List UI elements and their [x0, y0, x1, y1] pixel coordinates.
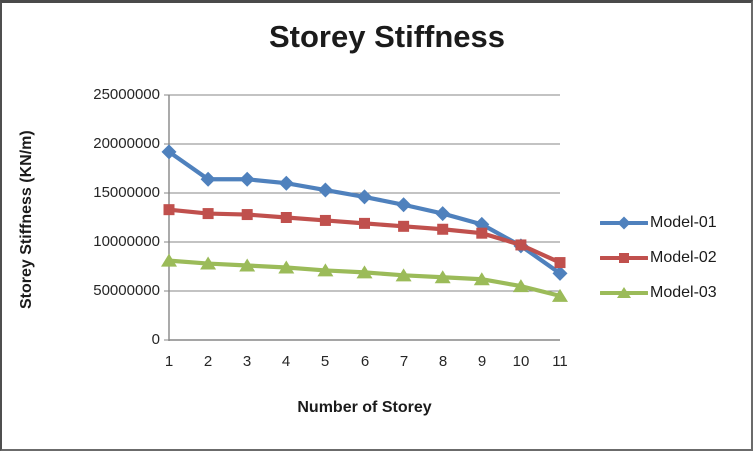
data-point-marker[interactable]	[239, 171, 255, 187]
x-tick-label: 1	[164, 353, 174, 370]
x-tick-label: 11	[552, 353, 568, 370]
data-point-marker[interactable]	[617, 287, 631, 298]
data-point-marker[interactable]	[512, 279, 529, 293]
y-tick-label: 25000000	[93, 86, 160, 103]
data-point-marker[interactable]	[317, 182, 333, 198]
series-model-03[interactable]	[161, 253, 568, 302]
legend-item-model-03[interactable]: Model-03	[600, 281, 750, 305]
data-point-marker[interactable]	[161, 253, 177, 267]
data-point-marker[interactable]	[515, 239, 527, 251]
data-point-marker[interactable]	[200, 171, 216, 187]
legend-item-model-02[interactable]: Model-02	[600, 246, 750, 270]
legend-label: Model-03	[650, 284, 717, 301]
series-model-02[interactable]	[163, 204, 566, 269]
x-tick-label: 6	[360, 353, 370, 370]
data-point-marker[interactable]	[437, 223, 449, 235]
data-point-marker[interactable]	[435, 206, 451, 222]
legend: Model-01 Model-02 Model-03	[600, 211, 750, 316]
y-tick-label: 20000000	[93, 135, 160, 152]
data-point-marker[interactable]	[319, 214, 331, 226]
chart-title[interactable]: Storey Stiffness	[268, 19, 505, 54]
x-tick-label: 3	[242, 353, 252, 370]
x-tick-label: 8	[438, 353, 448, 370]
data-point-marker[interactable]	[161, 144, 177, 160]
data-point-marker[interactable]	[552, 265, 568, 281]
data-point-marker[interactable]	[202, 208, 214, 220]
legend-label: Model-01	[650, 214, 717, 231]
y-tick-label: 15000000	[93, 184, 160, 201]
y-tick-label: 10000000	[93, 233, 160, 250]
data-point-marker[interactable]	[278, 175, 294, 191]
data-point-marker[interactable]	[473, 272, 490, 286]
data-point-marker[interactable]	[241, 209, 253, 221]
data-point-marker[interactable]	[356, 265, 373, 279]
data-point-marker[interactable]	[163, 204, 175, 216]
x-tick-label: 9	[477, 353, 487, 370]
data-point-marker[interactable]	[619, 253, 629, 263]
y-tick-label: 50000000	[93, 282, 160, 299]
data-point-marker[interactable]	[398, 220, 410, 232]
data-point-marker[interactable]	[278, 260, 295, 274]
data-point-marker[interactable]	[434, 270, 451, 284]
data-point-marker[interactable]	[554, 257, 566, 269]
x-tick-label: 10	[512, 353, 530, 370]
data-point-marker[interactable]	[317, 263, 334, 277]
data-point-marker[interactable]	[239, 258, 256, 272]
data-point-marker[interactable]	[357, 189, 372, 205]
data-point-marker[interactable]	[617, 216, 631, 230]
data-point-marker[interactable]	[359, 217, 370, 229]
x-axis-title: Number of Storey	[297, 399, 432, 416]
legend-marker-triangle-icon	[600, 287, 648, 298]
x-tick-label: 4	[281, 353, 291, 370]
legend-marker-diamond-icon	[600, 216, 648, 230]
data-point-marker[interactable]	[280, 212, 292, 223]
legend-item-model-01[interactable]: Model-01	[600, 211, 750, 235]
y-tick-label: 0	[151, 331, 160, 348]
data-point-marker[interactable]	[396, 197, 412, 213]
data-point-marker[interactable]	[395, 268, 412, 282]
data-point-marker[interactable]	[476, 227, 488, 239]
x-tick-label: 7	[399, 353, 409, 370]
data-point-marker[interactable]	[200, 256, 217, 270]
x-tick-label: 5	[320, 353, 330, 370]
x-tick-label: 2	[203, 353, 213, 370]
plot-area[interactable]	[2, 3, 753, 451]
data-point-marker[interactable]	[552, 288, 568, 302]
legend-label: Model-02	[650, 249, 717, 266]
legend-marker-square-icon	[600, 253, 648, 263]
